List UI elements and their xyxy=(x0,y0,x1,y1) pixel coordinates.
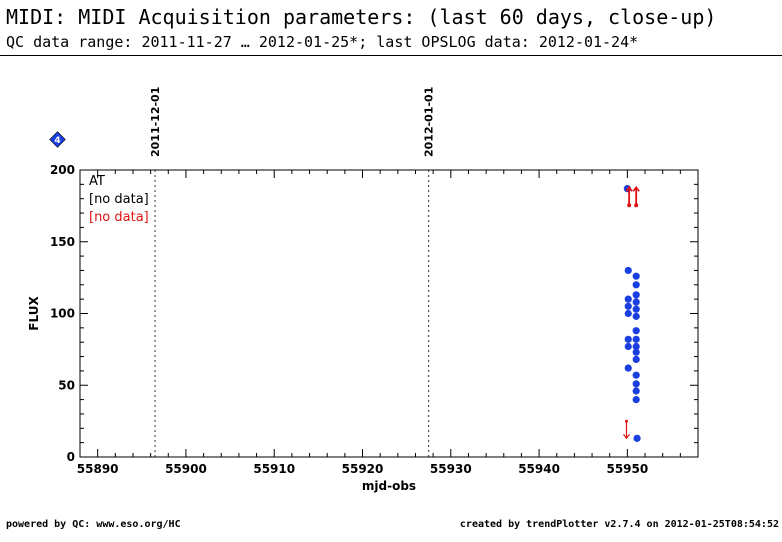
x-tick-label: 55930 xyxy=(430,462,472,476)
data-point xyxy=(632,371,640,379)
y-tick-label: 150 xyxy=(50,235,75,249)
outlier-arrow-head xyxy=(632,185,640,192)
status-badge: 4 xyxy=(49,131,66,148)
data-point xyxy=(632,305,640,313)
y-tick-label: 0 xyxy=(67,450,75,464)
date-marker-label: 2012-01-01 xyxy=(423,87,436,157)
data-point xyxy=(624,335,632,343)
status-badge-diamond xyxy=(49,131,66,148)
data-point xyxy=(624,302,632,310)
data-point xyxy=(624,309,632,318)
outlier-arrow-up xyxy=(632,185,640,208)
data-point xyxy=(632,348,640,356)
date-marker-label: 2011-12-01 xyxy=(149,87,162,157)
y-tick-label: 50 xyxy=(58,378,75,392)
legend-entry: AT xyxy=(89,174,105,189)
data-point xyxy=(632,291,640,299)
outlier-arrow-base xyxy=(634,203,639,208)
data-point xyxy=(632,335,640,343)
outlier-arrow-base xyxy=(627,203,632,208)
outlier-arrow-head xyxy=(625,185,633,192)
data-point xyxy=(632,298,640,306)
outlier-arrow-down xyxy=(623,419,630,440)
data-point xyxy=(632,272,640,280)
data-point xyxy=(624,295,632,303)
x-tick-label: 55950 xyxy=(606,462,648,476)
powered-by-footer: powered by QC: www.eso.org/HC xyxy=(6,519,181,530)
qc-data-range: QC data range: 2011-11-27 … 2012-01-25*;… xyxy=(6,33,639,51)
data-point xyxy=(632,342,640,351)
header-divider xyxy=(0,55,782,56)
data-point xyxy=(633,434,641,442)
x-tick-label: 55940 xyxy=(518,462,560,476)
data-point xyxy=(632,396,640,404)
y-tick-label: 100 xyxy=(50,307,75,321)
data-point xyxy=(632,387,640,395)
data-point xyxy=(632,312,640,320)
y-axis-label: FLUX xyxy=(27,296,41,331)
status-badge-label: 4 xyxy=(54,136,60,146)
data-point xyxy=(632,281,640,289)
data-point xyxy=(624,364,632,372)
x-tick-label: 55890 xyxy=(77,462,119,476)
y-tick-label: 200 xyxy=(50,163,75,177)
data-point xyxy=(624,266,632,275)
plot-area-frame xyxy=(79,169,699,458)
data-point xyxy=(632,355,640,364)
x-tick-label: 55900 xyxy=(165,462,207,476)
x-tick-label: 55910 xyxy=(253,462,295,476)
x-axis-label: mjd-obs xyxy=(362,479,416,493)
legend-entry: [no data] xyxy=(89,210,149,225)
outlier-arrow-head xyxy=(623,433,630,440)
page-title: MIDI: MIDI Acquisition parameters: (last… xyxy=(6,5,717,29)
data-point xyxy=(632,380,640,388)
data-point xyxy=(624,342,632,351)
created-by-footer: created by trendPlotter v2.7.4 on 2012-0… xyxy=(459,519,779,530)
outlier-arrow-base xyxy=(624,419,628,423)
legend-entry: [no data] xyxy=(89,192,149,207)
outlier-arrow-up xyxy=(625,185,633,208)
x-tick-label: 55920 xyxy=(342,462,384,476)
data-point xyxy=(632,327,640,335)
